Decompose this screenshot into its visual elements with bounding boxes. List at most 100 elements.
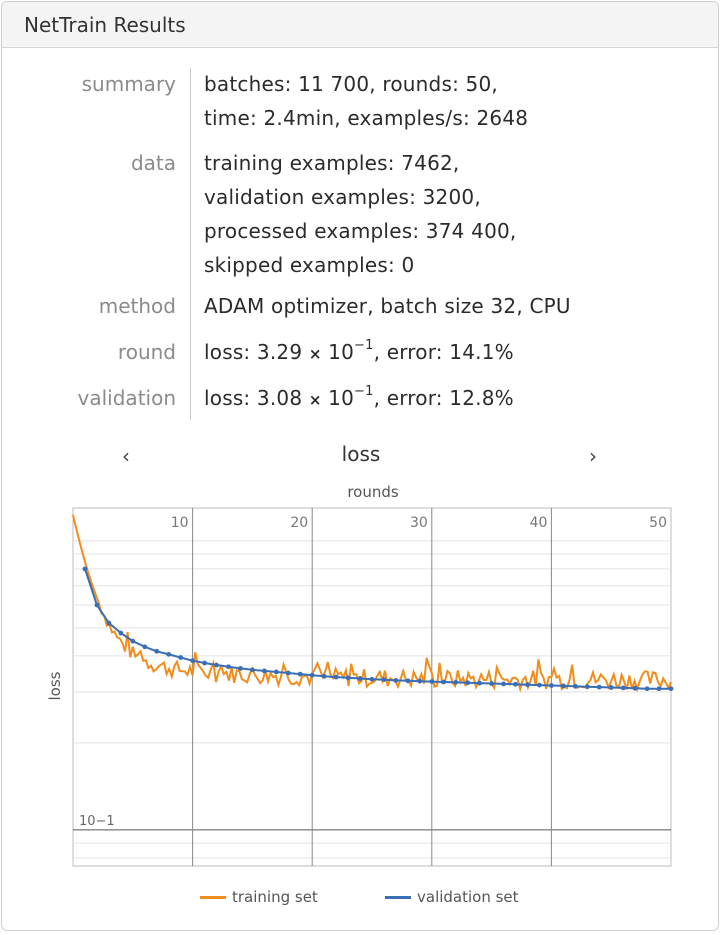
- validation-point: [190, 658, 196, 664]
- round-error: , error: 14.1%: [373, 340, 514, 364]
- x-tick-label: 30: [410, 515, 428, 531]
- x-axis-label: rounds: [347, 483, 399, 501]
- y-axis-label: loss: [46, 671, 64, 700]
- validation-loss: loss: 3.08: [204, 386, 303, 410]
- data-line-2: validation examples: 3200,: [204, 185, 481, 209]
- validation-point: [489, 681, 494, 686]
- label-summary: summary: [81, 72, 176, 96]
- validation-point: [142, 644, 148, 650]
- validation-point: [560, 683, 566, 689]
- plot-area: 10−1 10 20 30 40 50: [72, 507, 674, 867]
- validation-point: [632, 685, 638, 691]
- round-times: ×: [308, 345, 322, 363]
- validation-point: [82, 566, 88, 572]
- legend-training-label: training set: [232, 888, 318, 906]
- validation-point: [261, 668, 267, 674]
- round-base: 10: [328, 340, 355, 364]
- validation-point: [501, 681, 506, 687]
- y-tick-label: 10−1: [79, 814, 115, 829]
- label-method: method: [98, 294, 176, 318]
- legend-training-swatch: [200, 895, 226, 899]
- legend-validation-swatch: [385, 895, 411, 899]
- validation-point: [572, 683, 578, 689]
- loss-chart: rounds loss 10−1 10 20 30 40 50: [46, 483, 674, 867]
- validation-point: [154, 648, 160, 654]
- validation-point: [620, 685, 626, 691]
- label-data: data: [130, 151, 176, 175]
- plot-navigator: ‹ loss ›: [2, 442, 718, 472]
- data-line-3: processed examples: 374 400,: [204, 219, 517, 243]
- validation-point: [453, 679, 459, 685]
- validation-point: [513, 681, 518, 687]
- summary-line-2: time: 2.4min, examples/s: 2648: [204, 106, 529, 130]
- validation-point: [393, 678, 399, 683]
- method-value: ADAM optimizer, batch size 32, CPU: [204, 294, 571, 318]
- validation-point: [202, 660, 207, 666]
- validation-point: [309, 672, 315, 678]
- validation-point: [273, 669, 279, 675]
- validation-times: ×: [308, 391, 322, 409]
- chart-legend: training set validation set: [2, 885, 718, 909]
- legend-training: training set: [200, 888, 318, 906]
- x-tick-label: 10: [171, 515, 189, 531]
- round-exp: −1: [354, 338, 374, 354]
- series-training-line: [72, 514, 672, 693]
- validation-point: [285, 670, 291, 676]
- validation-point: [297, 671, 303, 677]
- property-divider: [190, 68, 191, 420]
- validation-point: [130, 638, 136, 644]
- validation-exp: −1: [354, 384, 374, 400]
- next-plot-button[interactable]: ›: [589, 444, 597, 468]
- round-value: loss: 3.29 × 10−1, error: 14.1%: [204, 338, 514, 364]
- validation-point: [584, 684, 590, 690]
- validation-point: [668, 686, 674, 692]
- validation-point: [118, 630, 124, 636]
- x-tick-label: 20: [290, 515, 308, 531]
- validation-point: [537, 682, 542, 688]
- x-tick-label: 40: [530, 515, 548, 531]
- x-tick-label: 50: [649, 515, 667, 531]
- validation-point: [656, 686, 662, 692]
- validation-point: [106, 620, 112, 626]
- validation-point: [405, 678, 411, 684]
- data-line-1: training examples: 7462,: [204, 151, 460, 175]
- validation-point: [417, 678, 423, 684]
- validation-point: [465, 680, 471, 686]
- validation-point: [429, 679, 435, 684]
- prev-plot-button[interactable]: ‹: [122, 444, 130, 468]
- validation-point: [345, 675, 351, 681]
- validation-point: [381, 677, 387, 683]
- round-loss: loss: 3.29: [204, 340, 303, 364]
- label-round: round: [117, 340, 176, 364]
- validation-point: [238, 666, 243, 671]
- validation-error: , error: 12.8%: [373, 386, 514, 410]
- validation-point: [226, 664, 231, 670]
- validation-point: [608, 685, 614, 690]
- validation-point: [596, 684, 602, 690]
- window-title: NetTrain Results: [2, 2, 718, 48]
- validation-point: [178, 655, 184, 660]
- validation-point: [333, 674, 339, 680]
- summary-line-1: batches: 11 700, rounds: 50,: [204, 72, 498, 96]
- validation-point: [644, 686, 650, 692]
- validation-point: [441, 679, 447, 685]
- validation-point: [321, 673, 327, 679]
- label-validation: validation: [77, 386, 176, 410]
- validation-point: [477, 680, 483, 686]
- validation-point: [250, 667, 255, 673]
- validation-point: [525, 682, 530, 688]
- data-line-4: skipped examples: 0: [204, 253, 415, 277]
- validation-point: [166, 651, 172, 657]
- validation-value: loss: 3.08 × 10−1, error: 12.8%: [204, 384, 514, 410]
- window-title-text: NetTrain Results: [24, 12, 186, 37]
- validation-point: [549, 683, 554, 688]
- plot-selector-title: loss: [341, 442, 381, 466]
- legend-validation-label: validation set: [417, 888, 519, 906]
- validation-point: [357, 676, 363, 681]
- validation-point: [369, 676, 375, 682]
- validation-point: [214, 662, 219, 668]
- validation-base: 10: [328, 386, 355, 410]
- legend-validation: validation set: [385, 888, 519, 906]
- validation-point: [94, 602, 100, 608]
